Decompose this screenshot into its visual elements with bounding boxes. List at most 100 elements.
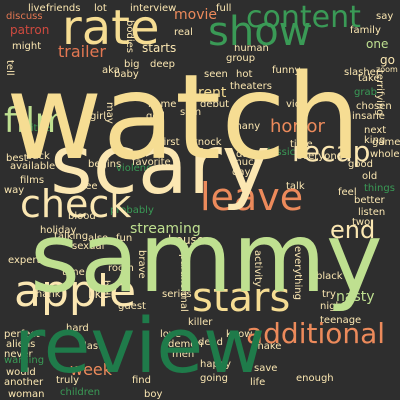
word-debut: debut [200, 99, 230, 110]
word-talking: talking [54, 231, 89, 242]
word-god: god [146, 111, 165, 122]
word-stars: stars [192, 275, 291, 321]
word-horror: horror [270, 116, 325, 137]
word-trailer: trailer [58, 42, 106, 61]
word-damn: damn [236, 149, 265, 160]
word-hot: hot [236, 69, 253, 80]
word-violence: violence [116, 163, 158, 174]
word-favorite: favorite [132, 157, 171, 168]
word-additional: additional [246, 317, 386, 350]
word-blood: blood [68, 211, 96, 222]
word-best: best [6, 153, 28, 164]
word-live: live [28, 3, 46, 14]
word-first: first [160, 137, 180, 148]
word-know: know [226, 329, 253, 340]
word-begins: begins [88, 159, 122, 170]
word-take: take [358, 73, 380, 84]
word-say: say [376, 11, 394, 22]
word-everyone: everyone [296, 151, 343, 162]
word-love: love [160, 329, 181, 340]
word-end: end [330, 216, 376, 244]
word-woman: woman [8, 389, 45, 400]
word-find: find [132, 375, 151, 386]
word-hard: hard [66, 323, 89, 334]
word-truly: truly [56, 375, 80, 386]
word-scary: scary [50, 118, 271, 213]
word-teenage: teenage [320, 315, 362, 326]
word-rate: rate [62, 0, 160, 56]
word-big: big [124, 59, 140, 70]
word-interview: interview [130, 3, 177, 14]
word-day: day [232, 167, 251, 178]
word-might: might [12, 41, 42, 52]
word-aka: aka [102, 65, 120, 76]
word-show: show [208, 9, 312, 55]
word-rent: rent [198, 85, 227, 101]
word-many: many [232, 121, 261, 132]
word-real: real [174, 27, 193, 38]
word-guest: guest [118, 301, 146, 312]
word-perfect: perfect [4, 329, 40, 340]
word-insane: insane [352, 111, 385, 122]
word-sexual: sexual [72, 241, 105, 252]
word-review: review [14, 301, 266, 390]
word-talk: talk [286, 181, 305, 192]
word-save: save [254, 363, 278, 374]
word-children: children [60, 387, 101, 398]
word-films: films [20, 175, 45, 186]
word-home: home [148, 99, 177, 110]
word-one: one [366, 37, 389, 51]
word-chosen: chosen [356, 101, 392, 112]
word-try: try [322, 289, 336, 300]
word-funny: funny [272, 65, 301, 76]
word-going: going [200, 373, 228, 384]
word-knock: knock [192, 137, 222, 148]
word-night: night [320, 301, 346, 312]
word-tune: tune [62, 267, 85, 278]
word-house: house [168, 233, 205, 247]
word-like: like [88, 287, 109, 301]
word-available: available [10, 161, 56, 172]
word-video: video [286, 99, 314, 110]
word-men: men [172, 349, 195, 360]
word-demon: demon [168, 339, 203, 350]
word-aliens: aliens [6, 339, 36, 350]
word-thank: thank [32, 289, 61, 300]
word-killer: killer [188, 317, 213, 328]
word-feel: feel [338, 187, 357, 198]
word-room: room [108, 263, 134, 274]
word-way: way [4, 185, 25, 196]
word-expert: expert [8, 255, 41, 266]
word-baby: baby [114, 69, 139, 80]
word-holiday: holiday [40, 225, 77, 236]
word-warning: warning [4, 355, 45, 366]
word-patron: patron [10, 23, 50, 37]
word-king: king [364, 135, 386, 146]
word-classic: classic [262, 147, 296, 158]
word-whole: whole [370, 149, 400, 160]
word-apple: apple [14, 266, 137, 317]
word-much: much [232, 157, 260, 168]
word-nasty: nasty [336, 289, 375, 305]
word-go: go [380, 53, 395, 67]
word-another: another [4, 377, 44, 388]
word-grab: grab [354, 87, 377, 98]
word-old: old [362, 171, 378, 182]
word-series: series [162, 289, 192, 300]
word-movie: movie [174, 7, 217, 23]
word-see: see [80, 181, 98, 192]
word-human: human [234, 43, 269, 54]
word-also: also [88, 233, 109, 244]
word-content: content [246, 0, 361, 35]
word-full: full [216, 3, 232, 14]
word-dead: dead [198, 337, 223, 348]
word-probably: probably [110, 205, 154, 216]
word-game: game [372, 137, 400, 148]
word-film: film [4, 101, 68, 141]
word-family: family [350, 25, 381, 36]
word-little: little [28, 123, 51, 134]
word-black: black [316, 271, 343, 282]
word-back: back [26, 151, 50, 162]
word-streaming: streaming [130, 221, 201, 237]
word-recap: recap [292, 135, 371, 168]
